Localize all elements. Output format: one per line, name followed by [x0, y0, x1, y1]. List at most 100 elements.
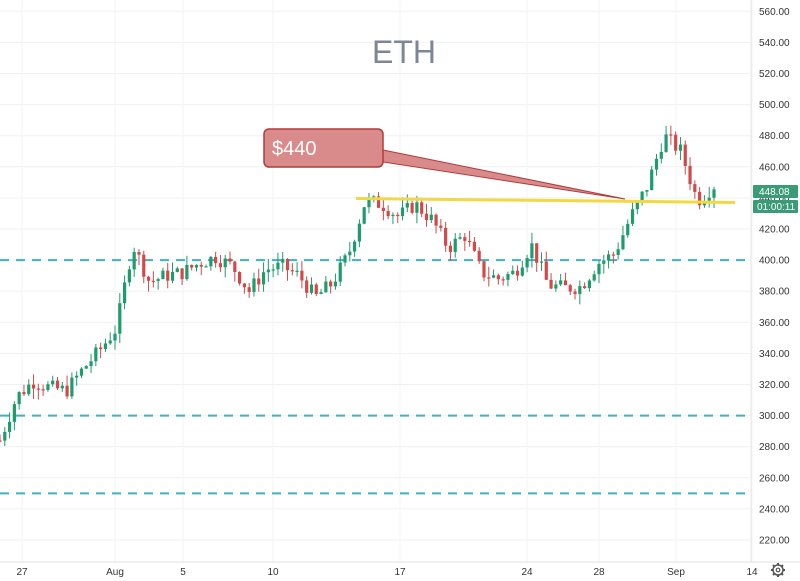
callout-text: $440 — [272, 138, 317, 160]
y-tick-label: 480.00 — [759, 131, 790, 142]
time-axis[interactable]: 27 Aug 5 10 17 24 28 Sep 14 — [0, 561, 800, 578]
candle-body — [266, 269, 270, 273]
candle-body — [218, 263, 223, 268]
candle-body — [429, 214, 433, 221]
candle-body — [194, 264, 199, 268]
x-tick-label: 5 — [180, 567, 186, 578]
candle-body — [60, 385, 64, 389]
gear-icon[interactable] — [771, 563, 785, 577]
candle-body — [630, 209, 635, 224]
candle-body — [108, 340, 112, 344]
candle-body — [506, 274, 510, 280]
candle-body — [185, 265, 189, 280]
y-tick-label: 520.00 — [759, 69, 790, 80]
y-tick-label: 440.00 — [759, 193, 790, 204]
candle-body — [683, 144, 687, 166]
candle-body — [439, 225, 443, 228]
candle-body — [338, 262, 342, 282]
candle-body — [199, 264, 203, 267]
candle-body — [27, 384, 31, 395]
candle-body — [237, 272, 242, 284]
candle-body — [137, 251, 141, 255]
candle-body — [65, 385, 69, 397]
candle-body — [621, 235, 625, 250]
candle-body — [233, 261, 237, 273]
candle-body — [94, 347, 98, 362]
candle-body — [698, 191, 702, 206]
candle-body — [650, 169, 654, 191]
candle-body — [122, 282, 127, 304]
candle-body — [616, 249, 620, 255]
candle-body — [482, 261, 486, 278]
candle-body — [228, 258, 232, 262]
candle-body — [420, 202, 424, 214]
countdown-box — [753, 200, 798, 213]
candle-body — [3, 431, 7, 441]
candle-body — [487, 277, 491, 279]
candle-body — [295, 270, 299, 272]
candle-body — [343, 255, 347, 263]
candle-body — [568, 285, 572, 292]
candle-body — [41, 389, 45, 391]
candle-body — [606, 254, 611, 261]
support-line-440[interactable] — [355, 196, 736, 204]
candle-body — [99, 347, 103, 350]
candle-body — [674, 134, 678, 151]
candle-body — [367, 197, 371, 208]
y-tick-label: 300.00 — [759, 411, 790, 422]
candle-body — [7, 421, 12, 432]
candle-body — [142, 254, 146, 277]
candle-body — [118, 303, 122, 334]
candle-body — [170, 271, 175, 281]
grid-lines — [0, 0, 753, 562]
candle-body — [626, 223, 630, 236]
candle-body — [645, 190, 649, 192]
candle-body — [223, 258, 227, 268]
candle-body — [146, 276, 151, 281]
candle-body — [127, 269, 131, 283]
candle-body — [314, 284, 318, 295]
candle-body — [309, 284, 314, 293]
candlesticks — [0, 125, 716, 447]
candle-body — [712, 189, 716, 198]
candle-body — [477, 250, 481, 262]
candle-body — [55, 380, 60, 389]
candle-body — [46, 384, 50, 390]
candle-body — [190, 265, 194, 268]
candle-body — [491, 275, 496, 278]
candle-body — [501, 279, 505, 281]
candle-body — [400, 207, 405, 217]
candle-body — [597, 263, 601, 275]
candle-body — [583, 286, 587, 289]
candle-body — [463, 237, 467, 241]
candle-body — [204, 266, 208, 268]
candle-body — [472, 241, 477, 251]
candle-body — [592, 274, 596, 281]
price-axis[interactable]: 220.00 240.00 260.00 280.00 300.00 320.00 340.… — [750, 0, 790, 562]
candle-body — [386, 211, 390, 217]
current-price-tag: 448.08 01:00:11 — [753, 185, 798, 213]
y-tick-label: 460.00 — [759, 162, 790, 173]
candle-body — [103, 343, 108, 350]
y-tick-label: 340.00 — [759, 349, 790, 360]
candle-body — [515, 270, 520, 276]
x-tick-label: 27 — [16, 567, 28, 578]
candle-body — [578, 286, 582, 295]
candle-body — [424, 213, 429, 221]
y-tick-label: 360.00 — [759, 318, 790, 329]
candle-body — [276, 262, 280, 270]
candle-body — [79, 368, 84, 376]
candle-body — [381, 207, 385, 212]
candle-body — [554, 284, 558, 289]
candle-body — [305, 280, 309, 293]
candle-body — [89, 361, 93, 367]
candle-body — [410, 203, 414, 213]
y-tick-label: 280.00 — [759, 442, 790, 453]
candle-body — [329, 281, 333, 287]
candle-body — [458, 237, 462, 239]
candle-body — [362, 207, 366, 224]
candle-body — [520, 267, 524, 276]
candle-body — [688, 165, 692, 185]
candle-body — [640, 191, 644, 202]
